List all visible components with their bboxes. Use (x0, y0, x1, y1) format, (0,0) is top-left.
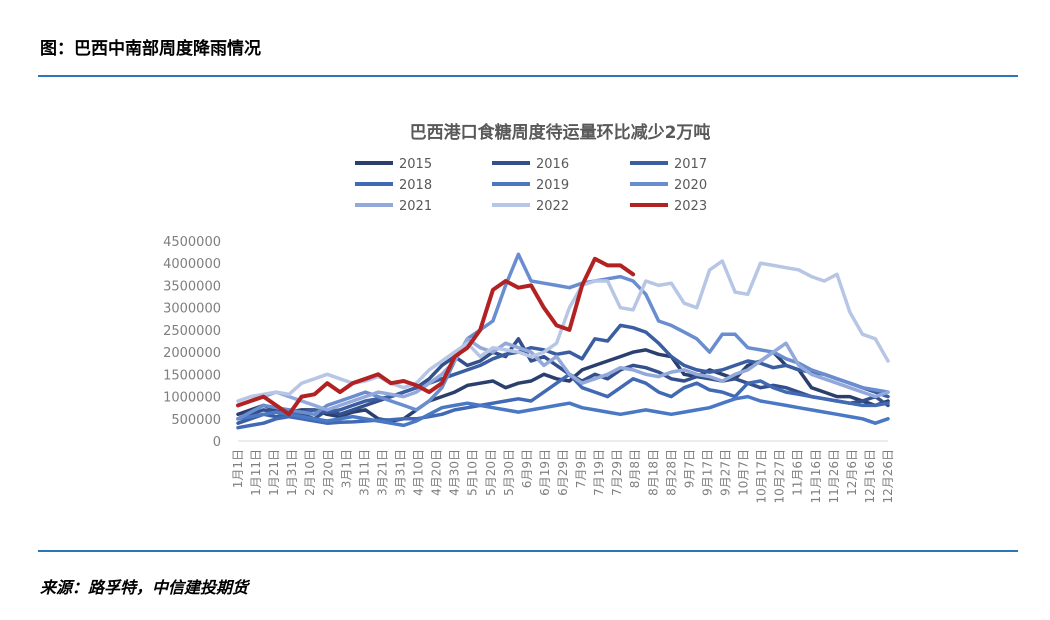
x-tick-label: 3月1日 (339, 449, 353, 488)
x-tick-label: 3月21日 (375, 449, 389, 496)
x-tick-label: 10月27日 (773, 449, 787, 504)
x-tick-label: 4月20日 (430, 449, 444, 496)
x-tick-label: 5月30日 (502, 449, 516, 496)
legend-label-2017: 2017 (674, 157, 707, 172)
x-tick-label: 9月17日 (700, 449, 714, 496)
x-tick-label: 6月29日 (556, 449, 570, 496)
x-tick-label: 1月21日 (267, 449, 281, 496)
x-tick-label: 5月10日 (466, 449, 480, 496)
x-tick-label: 9月7日 (682, 449, 696, 488)
y-tick-label: 3500000 (163, 279, 221, 294)
series-line-2018 (236, 372, 890, 430)
legend-label-2023: 2023 (674, 199, 707, 214)
x-tick-label: 7月29日 (610, 449, 624, 496)
series-line-2020 (236, 252, 890, 421)
legend-label-2020: 2020 (674, 178, 707, 193)
x-tick-label: 3月31日 (394, 449, 408, 496)
y-axis: 4500000 4000000 3500000 3000000 2500000 20000… (163, 235, 221, 450)
figure-title: 图：巴西中南部周度降雨情况 (40, 39, 261, 59)
legend-label-2015: 2015 (399, 157, 432, 172)
source-note: 来源：路孚特，中信建投期货 (40, 578, 249, 597)
series-line-2023 (236, 256, 636, 417)
x-axis: 1月1日 1月11日 1月21日 1月31日 2月10日 2月20日 3月1日 3月11日 3月… (231, 440, 895, 504)
x-tick-label: 2月20日 (321, 449, 335, 496)
x-tick-label: 5月20日 (484, 449, 498, 496)
legend-label-2021: 2021 (399, 199, 432, 214)
legend: 2015 2016 2017 2018 2019 2020 2021 2022 2023 (355, 157, 707, 214)
legend-label-2016: 2016 (536, 157, 569, 172)
x-tick-label: 2月10日 (303, 449, 317, 496)
series-line-2017 (236, 323, 890, 425)
x-tick-label: 10月7日 (737, 449, 751, 496)
x-tick-label: 1月11日 (249, 449, 263, 496)
x-tick-label: 1月1日 (231, 449, 245, 488)
x-tick-label: 4月30日 (448, 449, 462, 496)
x-tick-label: 8月8日 (628, 449, 642, 488)
y-tick-label: 1500000 (163, 368, 221, 383)
series-layer (236, 252, 890, 430)
y-tick-label: 4500000 (163, 235, 221, 250)
y-tick-label: 4000000 (163, 257, 221, 272)
x-tick-label: 11月16日 (809, 449, 823, 504)
x-tick-label: 4月10日 (412, 449, 426, 496)
legend-label-2019: 2019 (536, 178, 569, 193)
x-tick-label: 9月27日 (719, 449, 733, 496)
x-tick-label: 3月11日 (357, 449, 371, 496)
x-tick-label: 7月19日 (592, 449, 606, 496)
series-line-2019 (236, 394, 890, 428)
x-tick-label: 6月9日 (520, 449, 534, 488)
y-tick-label: 3000000 (163, 302, 221, 317)
x-tick-label: 11月6日 (791, 449, 805, 496)
x-tick-label: 7月9日 (574, 449, 588, 488)
legend-label-2022: 2022 (536, 199, 569, 214)
y-tick-label: 0 (213, 435, 221, 450)
x-tick-label: 12月16日 (863, 449, 877, 504)
y-tick-label: 2500000 (163, 324, 221, 339)
x-tick-label: 8月28日 (664, 449, 678, 496)
x-tick-label: 1月31日 (285, 449, 299, 496)
x-tick-label: 11月26日 (827, 449, 841, 504)
x-tick-label: 10月17日 (755, 449, 769, 504)
legend-label-2018: 2018 (399, 178, 432, 193)
bottom-divider (38, 550, 1018, 552)
top-divider (38, 75, 1018, 77)
x-tick-label: 6月19日 (538, 449, 552, 496)
y-tick-label: 1000000 (163, 391, 221, 406)
y-tick-label: 500000 (171, 413, 221, 428)
x-tick-label: 12月26日 (881, 449, 895, 504)
series-line-2021 (236, 337, 890, 412)
x-tick-label: 8月18日 (646, 449, 660, 496)
x-tick-label: 12月6日 (845, 449, 859, 496)
series-line-2022 (236, 259, 890, 403)
chart-title: 巴西港口食糖周度待运量环比减少2万吨 (410, 122, 711, 143)
series-line-2016 (236, 337, 890, 421)
y-tick-label: 2000000 (163, 346, 221, 361)
